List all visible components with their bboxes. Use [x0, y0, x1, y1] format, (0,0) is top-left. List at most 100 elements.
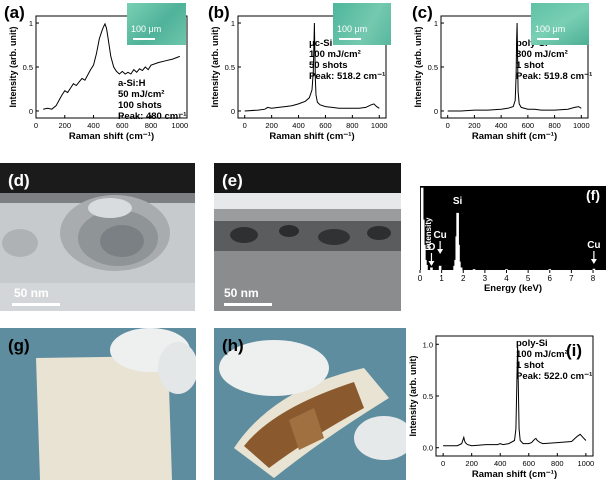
y-axis-label-b: Intensity (arb. unit): [210, 26, 220, 107]
x-tick-label-c-3: 600: [522, 121, 535, 130]
peak-arrowhead-f-0: [428, 261, 435, 266]
spectrum-bar-f-5: [430, 267, 433, 270]
inset-scale-label-b: 100 μm: [337, 24, 368, 34]
annotation-a-1: 50 mJ/cm²: [118, 89, 164, 100]
x-tick-label-i-0: 0: [441, 459, 445, 468]
x-tick-label-c-5: 1000: [573, 121, 590, 130]
y-axis-label-c: Intensity (arb. unit): [413, 26, 423, 107]
x-tick-label-b-1: 200: [265, 121, 278, 130]
annotation-c-1: 300 mJ/cm²: [516, 49, 568, 60]
annotation-b-0: μc-Si: [309, 38, 332, 49]
panel-tag-i: (i): [566, 341, 582, 360]
panel-tag-c: (c): [412, 3, 433, 22]
y-axis-label-a: Intensity (arb. unit): [8, 26, 18, 107]
y-tick-label-a-0: 0: [29, 107, 33, 116]
y-tick-label-c-0: 0: [434, 107, 438, 116]
x-tick-label-a-5: 1000: [171, 121, 188, 130]
peak-arrowhead-f-1: [437, 249, 444, 254]
x-tick-label-i-2: 400: [494, 459, 507, 468]
scale-label-d: 50 nm: [14, 286, 49, 300]
y-tick-label-a-2: 1: [29, 19, 33, 28]
tem-image-e: (e) 50 nm: [214, 163, 401, 311]
x-tick-label-f-0: 0: [418, 274, 423, 283]
plot-background-f: [420, 186, 606, 270]
annotation-b-3: Peak: 518.2 cm⁻¹: [309, 71, 385, 82]
x-tick-label-i-3: 600: [523, 459, 536, 468]
spectrum-bar-f-16: [548, 269, 552, 270]
peak-label-f-1: Cu: [433, 230, 446, 241]
annotation-b-2: 50 shots: [309, 60, 348, 71]
photo-g-flexible-substrate: (g): [0, 328, 196, 480]
panel-tag-h: (h): [222, 336, 244, 355]
x-tick-label-f-8: 8: [591, 274, 596, 283]
x-tick-label-c-2: 400: [495, 121, 508, 130]
annotation-i-3: Peak: 522.0 cm⁻¹: [516, 371, 592, 382]
y-tick-label-a-1: 0.5: [23, 63, 33, 72]
y-tick-label-b-2: 1: [231, 19, 235, 28]
x-tick-label-a-2: 400: [87, 121, 100, 130]
series-line-c: [447, 22, 582, 112]
peak-arrowhead-f-3: [590, 259, 597, 264]
spectrum-bar-f-12: [458, 261, 461, 270]
x-tick-label-b-4: 800: [346, 121, 359, 130]
spectrum-bar-f-14: [472, 269, 476, 270]
annotation-a-2: 100 shots: [118, 100, 162, 111]
spectrum-bar-f-6: [438, 265, 442, 270]
annotation-a-3: Peak: 480 cm⁻¹: [118, 111, 186, 122]
x-tick-label-b-2: 400: [292, 121, 305, 130]
inset-micrograph-b: 100 μm: [333, 3, 391, 45]
tem-d-drawing: [0, 163, 195, 311]
x-axis-label-i: Raman shift (cm⁻¹): [472, 469, 557, 480]
y-tick-label-i-2: 1.0: [423, 340, 433, 349]
peak-label-f-3: Cu: [587, 240, 600, 251]
x-tick-label-f-1: 1: [439, 274, 444, 283]
tem-image-d: (d) 50 nm: [0, 163, 195, 311]
x-tick-label-a-1: 200: [59, 121, 72, 130]
x-tick-label-a-3: 600: [116, 121, 129, 130]
x-tick-label-f-4: 4: [504, 274, 509, 283]
scale-label-e: 50 nm: [224, 286, 259, 300]
inset-micrograph-c: 100 μm: [531, 3, 589, 45]
photo-h-bent-substrate: (h): [214, 328, 406, 480]
x-tick-label-i-1: 200: [465, 459, 478, 468]
x-tick-label-f-5: 5: [526, 274, 531, 283]
x-tick-label-f-7: 7: [569, 274, 574, 283]
tem-e-drawing: [214, 163, 401, 311]
y-tick-label-c-1: 0.5: [428, 63, 438, 72]
photo-g-drawing: [0, 328, 196, 480]
scale-bar-d: [12, 303, 60, 306]
panel-tag-b: (b): [208, 3, 230, 22]
annotation-c-2: 1 shot: [516, 60, 545, 71]
panel-tag-f: (f): [586, 187, 600, 203]
x-tick-label-a-0: 0: [34, 121, 38, 130]
inset-micrograph-a: 100 μm: [127, 3, 186, 45]
spectrum-bar-f-2: [423, 244, 426, 270]
inset-scale-label-a: 100 μm: [131, 24, 162, 34]
series-line-a: [43, 22, 180, 110]
annotation-i-1: 100 mJ/cm²: [516, 349, 568, 360]
x-tick-label-b-3: 600: [319, 121, 332, 130]
y-tick-label-c-2: 1: [434, 19, 438, 28]
annotation-a-0: a-Si:H: [118, 78, 146, 89]
x-axis-label-f: Energy (keV): [484, 283, 542, 294]
x-tick-label-f-6: 6: [548, 274, 553, 283]
x-tick-label-f-2: 2: [461, 274, 466, 283]
spectrum-bar-f-15: [505, 269, 508, 270]
spectrum-bar-f-13: [459, 267, 463, 270]
x-tick-label-i-5: 1000: [578, 459, 595, 468]
y-axis-label-f: Intensity: [424, 217, 433, 250]
spectrum-bar-f-11: [457, 244, 460, 270]
y-tick-label-i-1: 0.5: [423, 392, 433, 401]
peak-label-f-2: Si: [453, 196, 463, 207]
x-tick-label-c-4: 800: [548, 121, 561, 130]
x-tick-label-f-3: 3: [483, 274, 488, 283]
scale-bar-e: [224, 303, 272, 306]
peak-label-f-0: O: [428, 242, 436, 253]
x-tick-label-a-4: 800: [145, 121, 158, 130]
x-tick-label-c-1: 200: [468, 121, 481, 130]
